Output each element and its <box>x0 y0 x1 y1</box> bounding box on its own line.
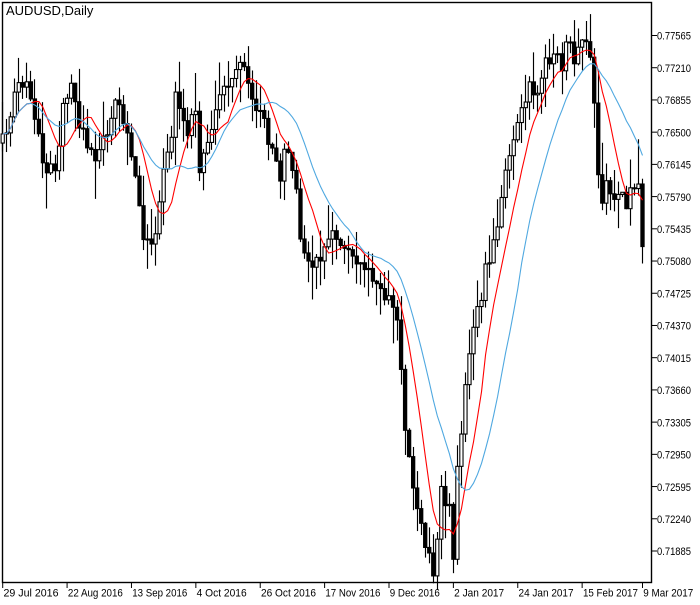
svg-text:17 Nov 2016: 17 Nov 2016 <box>325 588 380 600</box>
svg-text:0.77210: 0.77210 <box>657 63 691 75</box>
svg-text:0.76855: 0.76855 <box>657 95 691 107</box>
svg-text:0.74370: 0.74370 <box>657 321 691 333</box>
svg-text:26 Oct 2016: 26 Oct 2016 <box>261 588 316 600</box>
svg-text:0.73660: 0.73660 <box>657 385 691 397</box>
svg-text:0.74725: 0.74725 <box>657 288 691 300</box>
svg-text:0.73305: 0.73305 <box>657 417 691 429</box>
svg-text:9 Dec 2016: 9 Dec 2016 <box>390 588 440 600</box>
svg-text:0.76145: 0.76145 <box>657 160 691 172</box>
svg-text:0.72595: 0.72595 <box>657 482 691 494</box>
svg-text:9 Mar 2017: 9 Mar 2017 <box>643 588 693 600</box>
svg-text:0.71885: 0.71885 <box>657 546 691 558</box>
svg-text:0.74015: 0.74015 <box>657 353 691 365</box>
svg-text:0.75435: 0.75435 <box>657 224 691 236</box>
svg-text:0.72240: 0.72240 <box>657 514 691 526</box>
svg-text:29 Jul 2016: 29 Jul 2016 <box>4 588 59 600</box>
svg-text:AUDUSD,Daily: AUDUSD,Daily <box>6 3 94 18</box>
svg-text:15 Feb 2017: 15 Feb 2017 <box>583 588 638 600</box>
svg-text:22 Aug 2016: 22 Aug 2016 <box>68 588 123 600</box>
svg-text:13 Sep 2016: 13 Sep 2016 <box>132 588 187 600</box>
svg-text:2 Jan 2017: 2 Jan 2017 <box>454 588 504 600</box>
svg-text:24 Jan 2017: 24 Jan 2017 <box>519 588 574 600</box>
svg-text:4 Oct 2016: 4 Oct 2016 <box>197 588 247 600</box>
svg-text:0.75080: 0.75080 <box>657 256 691 268</box>
svg-text:0.77565: 0.77565 <box>657 31 691 43</box>
svg-text:0.76500: 0.76500 <box>657 127 691 139</box>
svg-text:0.75790: 0.75790 <box>657 192 691 204</box>
svg-text:0.72950: 0.72950 <box>657 450 691 462</box>
